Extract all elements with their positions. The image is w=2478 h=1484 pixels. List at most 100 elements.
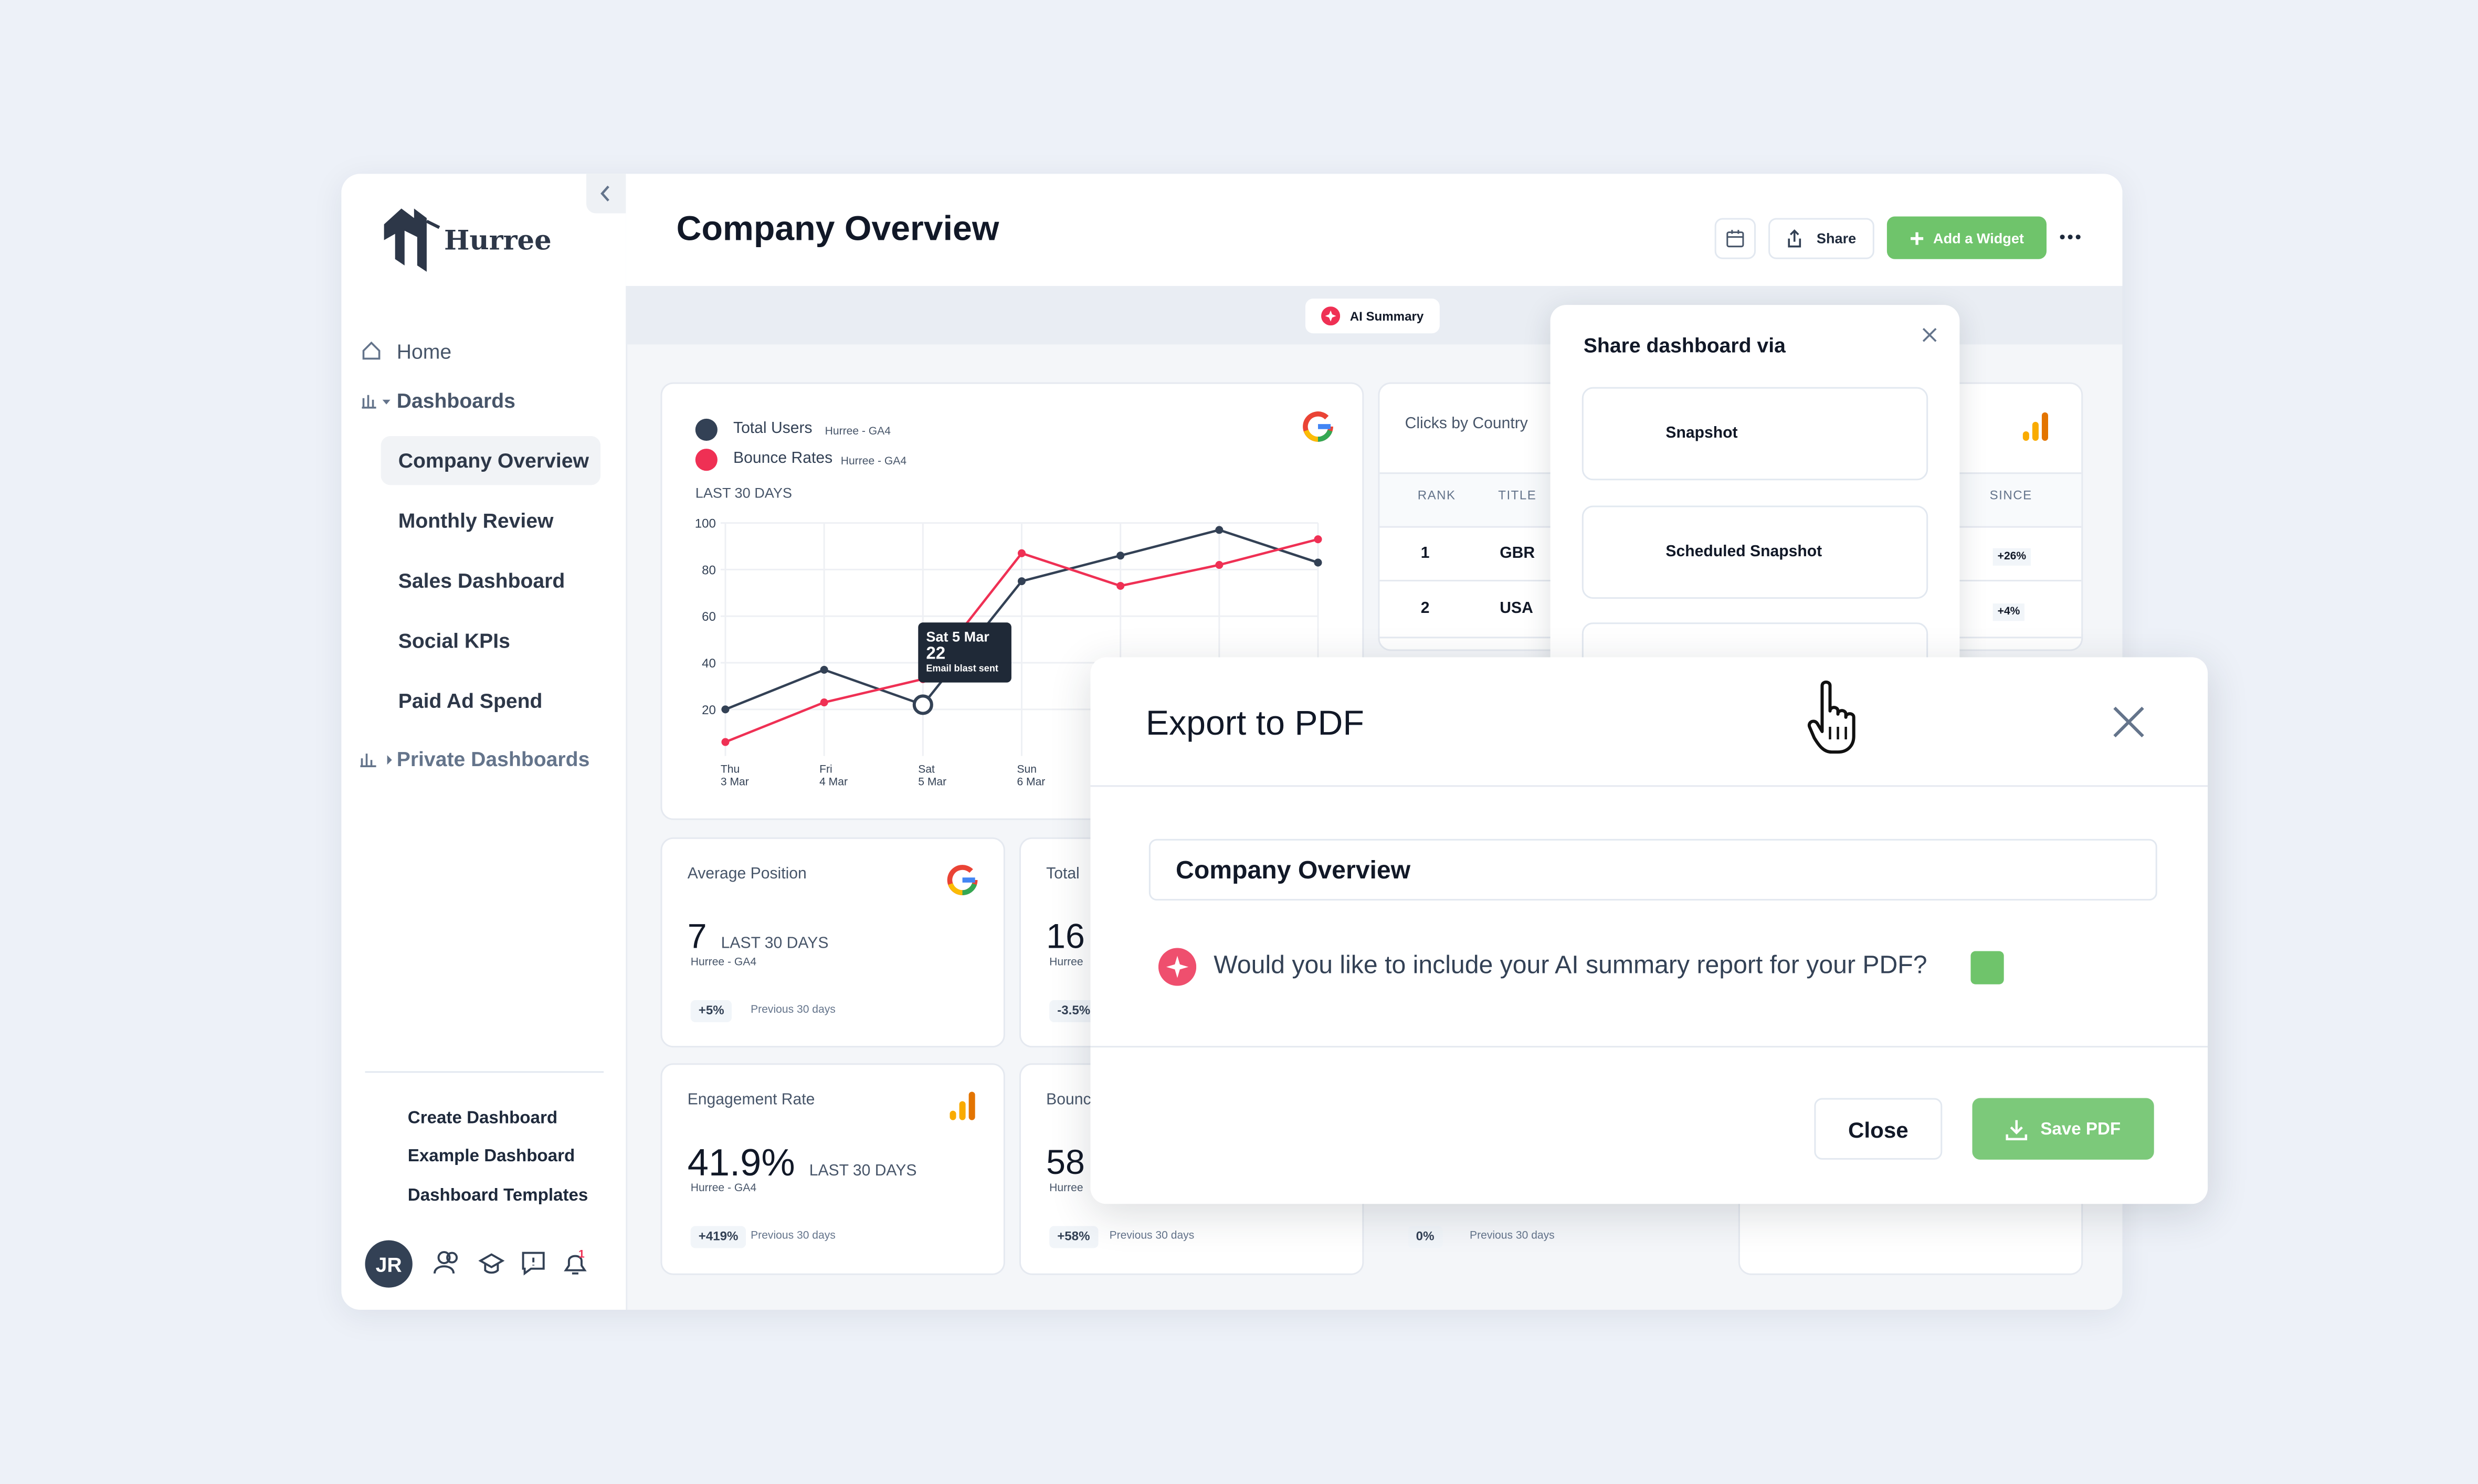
legend-source: Hurree - GA4	[840, 457, 907, 468]
dashboard-link[interactable]: Paid Ad Spend	[398, 688, 543, 713]
tooltip-value: 22	[926, 644, 946, 664]
data-point	[1314, 535, 1322, 544]
table-cell: +4%	[1992, 603, 2025, 621]
nav-dashboards[interactable]: Dashboards	[396, 388, 515, 412]
ai-summary-label: AI Summary	[1349, 309, 1424, 323]
data-point	[1116, 552, 1125, 560]
ai-sparkle-icon	[1158, 948, 1197, 986]
kpi-comparison: Previous 30 days	[751, 1231, 836, 1242]
kpi-period: LAST 30 DAYS	[809, 1162, 917, 1181]
save-pdf-button[interactable]: Save PDF	[1972, 1098, 2154, 1160]
table-cell: 1	[1420, 545, 1430, 563]
analytics-icon	[950, 1091, 975, 1120]
kpi-source: Hurree	[1049, 957, 1083, 969]
avatar-initials: JR	[375, 1252, 402, 1276]
table-column-header: RANK	[1417, 488, 1456, 503]
ai-icon	[1321, 306, 1341, 326]
sidebar-link[interactable]: Example Dashboard	[407, 1147, 575, 1166]
share-icon	[1788, 229, 1802, 248]
tooltip-annotation: Email blast sent	[926, 665, 998, 675]
sidebar	[341, 174, 628, 1310]
x-tick-label: Sun 6 Mar	[1017, 765, 1046, 788]
export-modal: Export to PDF Company Overview Would you…	[1090, 657, 2208, 1204]
sidebar-link[interactable]: Create Dashboard	[407, 1109, 558, 1128]
modal-title: Export to PDF	[1145, 703, 1364, 743]
y-tick-label: 40	[702, 656, 716, 671]
sidebar-link[interactable]: Dashboard Templates	[407, 1186, 588, 1206]
name-input-value: Company Overview	[1176, 857, 1411, 885]
ai-summary-button[interactable]: AI Summary	[1305, 299, 1440, 334]
modal-divider	[1090, 785, 2208, 787]
add-widget-button[interactable]: Add a Widget	[1886, 216, 2047, 259]
data-point	[1017, 549, 1026, 557]
chart-tooltip: Sat 5 Mar 22 Email blast sent	[918, 622, 1011, 683]
notification-count: 1	[578, 1249, 585, 1261]
analytics-icon	[2022, 412, 2048, 441]
legend-source: Hurree - GA4	[825, 426, 891, 438]
more-button[interactable]	[2058, 231, 2083, 243]
kpi-comparison: Previous 30 days	[1470, 1231, 1555, 1242]
kpi-value-row: 7 LAST 30 DAYS	[688, 916, 829, 957]
dashboard-link[interactable]: Social KPIs	[398, 629, 510, 653]
collapse-icon	[600, 185, 609, 202]
dashboard-link[interactable]: Monthly Review	[398, 508, 554, 533]
data-point	[721, 705, 730, 714]
nav-home[interactable]: Home	[396, 340, 452, 364]
data-point	[912, 694, 933, 715]
data-point	[1314, 558, 1322, 567]
table-cell: 2	[1420, 600, 1430, 618]
kpi-value: 58	[1046, 1142, 1085, 1182]
share-button[interactable]: Share	[1768, 218, 1874, 259]
kpi-value-row: 58	[1046, 1142, 1085, 1183]
table-cell: GBR	[1500, 545, 1535, 563]
dashboard-link[interactable]: Sales Dashboard	[398, 568, 565, 593]
brand: Hurree	[444, 226, 552, 258]
x-tick-label: Thu 3 Mar	[720, 765, 749, 788]
kpi-title: Total	[1046, 865, 1080, 884]
share-close[interactable]	[1922, 327, 1937, 343]
data-point	[820, 665, 828, 674]
x-tick-label: Sat 5 Mar	[918, 765, 947, 788]
modal-divider	[1090, 1046, 2208, 1048]
option-label: Scheduled Snapshot	[1665, 543, 1822, 560]
nav-private-dashboards[interactable]: Private Dashboards	[396, 747, 590, 771]
share-option[interactable]: Snapshot	[1581, 387, 1928, 481]
y-tick-label: 60	[702, 610, 716, 624]
y-tick-label: 20	[702, 703, 716, 717]
kpi-comparison: Previous 30 days	[1109, 1231, 1195, 1242]
data-point	[1215, 560, 1224, 569]
kpi-source: Hurree - GA4	[690, 957, 757, 969]
avatar[interactable]: JR	[365, 1240, 413, 1288]
sidebar-tool-icons	[434, 1251, 587, 1276]
hand-cursor	[1807, 680, 1855, 754]
calendar-button[interactable]	[1714, 218, 1756, 259]
share-option[interactable]: Scheduled Snapshot	[1581, 504, 1928, 598]
kpi-period: LAST 30 DAYS	[721, 935, 829, 953]
google-icon	[947, 865, 978, 895]
plus-icon	[1911, 231, 1924, 245]
ai-question: Would you like to include your AI summar…	[1214, 952, 1927, 980]
modal-close-icon[interactable]	[2113, 706, 2144, 738]
table-column-header: TITLE	[1498, 488, 1537, 503]
ai-checkbox[interactable]	[1970, 951, 2004, 984]
data-point	[1215, 526, 1224, 534]
collapse-button[interactable]	[586, 174, 626, 214]
dashboard-link[interactable]: Company Overview	[398, 449, 589, 473]
name-input[interactable]: Company Overview	[1148, 839, 2157, 901]
page-title: Company Overview	[676, 208, 999, 248]
dashboards-icon	[362, 395, 391, 409]
data-point	[1116, 581, 1125, 590]
x-tick-label: Fri 4 Mar	[819, 765, 848, 788]
kpi-source: Hurree - GA4	[690, 1183, 757, 1195]
y-tick-label: 100	[695, 517, 716, 531]
kpi-value-row: 41.9% LAST 30 DAYS	[688, 1142, 917, 1186]
share-title: Share dashboard via	[1583, 333, 1786, 357]
sidebar-divider	[365, 1071, 604, 1073]
home-icon	[362, 341, 381, 360]
logo-icon	[384, 208, 440, 272]
kpi-change: +419%	[690, 1226, 746, 1248]
close-button[interactable]: Close	[1814, 1098, 1943, 1160]
private-icon	[360, 754, 392, 768]
